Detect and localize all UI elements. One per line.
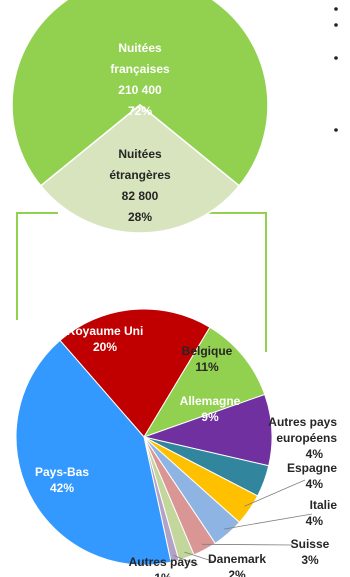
label-autres-pays: Autres pays1% <box>129 555 198 577</box>
leader-line-espagne <box>244 479 306 507</box>
slice-pays-bas <box>15 339 172 566</box>
label-royaume-uni: Royaume Uni 20% <box>67 324 144 354</box>
slice-belgique <box>142 326 266 438</box>
label-autres-pays-europeens: Autres pays européens 4% <box>268 415 337 461</box>
connector-line-left <box>16 212 58 320</box>
leader-line-suisse <box>201 543 293 546</box>
label-nuitees-etrangeres: Nuitées étrangères 82 800 28% <box>109 147 171 224</box>
bullet-dot <box>334 7 338 11</box>
slice-royaume-uni <box>59 308 211 438</box>
connector-line-right <box>206 212 267 352</box>
bullet-dot <box>334 23 338 27</box>
leader-line-danemark <box>184 551 216 563</box>
label-suisse: Suisse 3% <box>291 537 330 567</box>
label-danemark: Danemark 2% <box>208 552 266 577</box>
label-espagne: Espagne 4% <box>287 461 337 491</box>
label-pays-bas: Pays-Bas 42% <box>35 465 89 495</box>
label-italie: Italie 4% <box>306 498 338 528</box>
leader-line-italie <box>223 513 313 530</box>
bullet-dot <box>334 128 338 132</box>
slice-nuitees-etrangeres <box>39 104 241 234</box>
bullet-dot <box>334 56 338 60</box>
leader-line-autres-pays <box>173 555 199 566</box>
label-allemagne: Allemagne 9% <box>180 394 241 424</box>
slice-nuitees-francaises <box>11 0 269 187</box>
label-nuitees-francaises: Nuitées françaises 210 400 72% <box>110 41 170 118</box>
label-belgique: Belgique 11% <box>182 344 233 374</box>
